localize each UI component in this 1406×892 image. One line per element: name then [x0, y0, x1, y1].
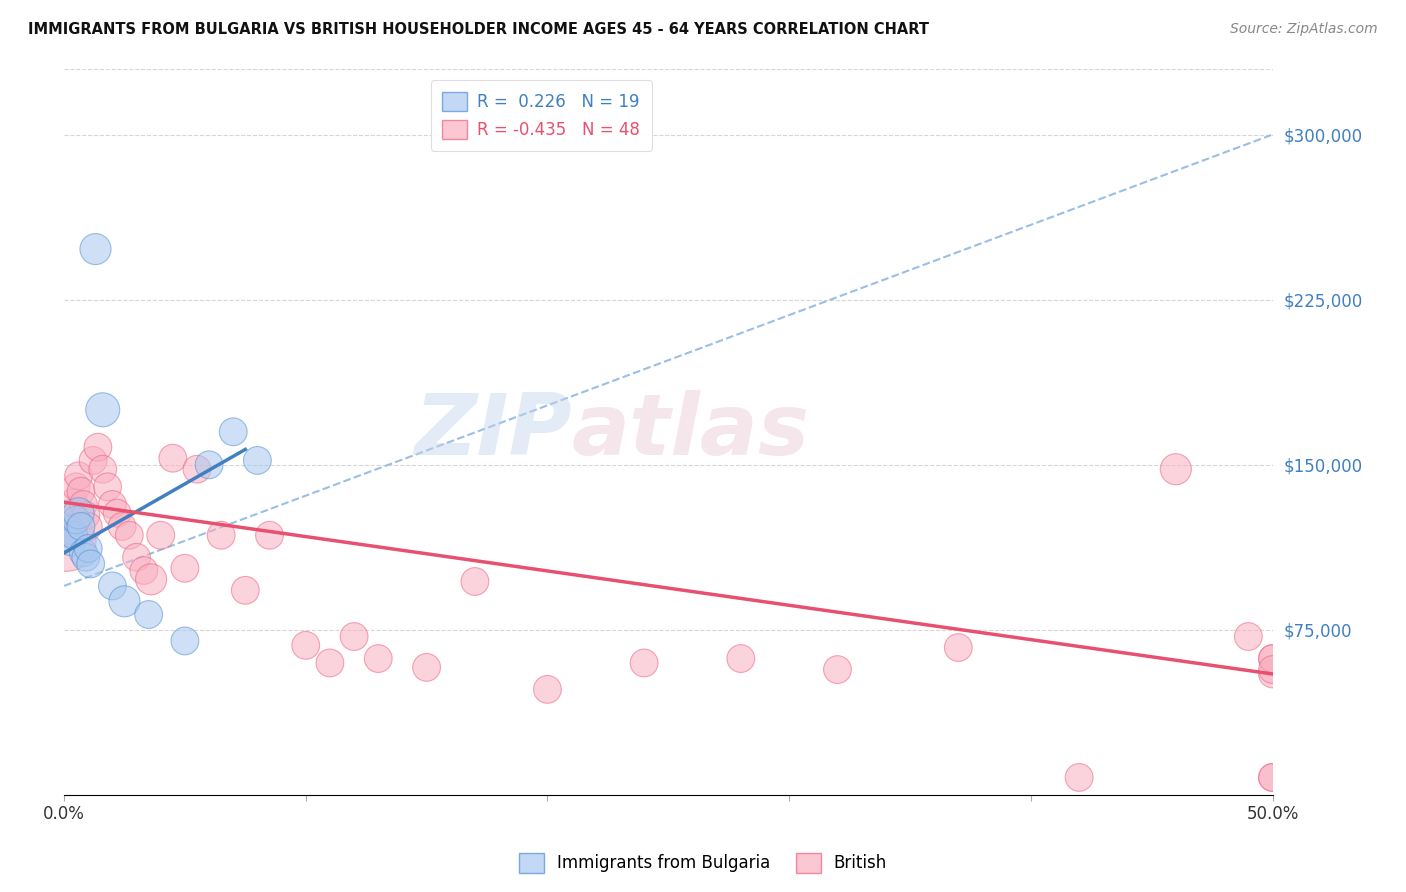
Point	[114, 594, 136, 608]
Point	[67, 468, 90, 483]
Text: Source: ZipAtlas.com: Source: ZipAtlas.com	[1230, 22, 1378, 37]
Point	[62, 495, 84, 509]
Point	[60, 534, 83, 549]
Point	[111, 519, 134, 533]
Point	[198, 458, 221, 472]
Point	[65, 480, 87, 494]
Point	[87, 440, 110, 454]
Point	[1261, 651, 1284, 665]
Point	[67, 506, 90, 520]
Point	[91, 402, 114, 417]
Point	[84, 242, 107, 256]
Point	[101, 579, 124, 593]
Point	[62, 528, 84, 542]
Point	[1261, 771, 1284, 785]
Point	[1237, 630, 1260, 644]
Point	[82, 453, 104, 467]
Point	[58, 524, 80, 538]
Point	[132, 564, 155, 578]
Point	[75, 508, 97, 523]
Point	[1164, 462, 1187, 476]
Point	[139, 572, 162, 586]
Point	[60, 506, 83, 520]
Point	[536, 682, 558, 697]
Legend: R =  0.226   N = 19, R = -0.435   N = 48: R = 0.226 N = 19, R = -0.435 N = 48	[430, 80, 652, 151]
Point	[77, 519, 100, 533]
Point	[209, 528, 232, 542]
Point	[1261, 771, 1284, 785]
Point	[118, 528, 141, 542]
Point	[138, 607, 160, 622]
Point	[730, 651, 752, 665]
Point	[58, 524, 80, 538]
Point	[948, 640, 970, 655]
Point	[246, 453, 269, 467]
Point	[174, 561, 197, 575]
Point	[77, 541, 100, 556]
Point	[343, 630, 366, 644]
Legend: Immigrants from Bulgaria, British: Immigrants from Bulgaria, British	[512, 847, 894, 880]
Point	[162, 451, 184, 466]
Point	[222, 425, 245, 439]
Point	[174, 634, 197, 648]
Point	[125, 550, 148, 565]
Point	[91, 462, 114, 476]
Point	[367, 651, 389, 665]
Point	[70, 519, 93, 533]
Point	[1261, 667, 1284, 681]
Point	[415, 660, 437, 674]
Point	[1261, 663, 1284, 677]
Text: ZIP: ZIP	[413, 391, 572, 474]
Text: IMMIGRANTS FROM BULGARIA VS BRITISH HOUSEHOLDER INCOME AGES 45 - 64 YEARS CORREL: IMMIGRANTS FROM BULGARIA VS BRITISH HOUS…	[28, 22, 929, 37]
Point	[827, 663, 849, 677]
Point	[97, 480, 120, 494]
Point	[186, 462, 208, 476]
Point	[1069, 771, 1091, 785]
Point	[75, 550, 97, 565]
Point	[319, 656, 342, 670]
Point	[233, 583, 256, 598]
Point	[149, 528, 172, 542]
Point	[1261, 651, 1284, 665]
Point	[259, 528, 281, 542]
Point	[55, 534, 77, 549]
Point	[72, 546, 94, 560]
Point	[294, 638, 316, 652]
Point	[105, 506, 128, 520]
Point	[464, 574, 486, 589]
Point	[633, 656, 655, 670]
Text: atlas: atlas	[572, 391, 810, 474]
Point	[79, 557, 101, 571]
Point	[70, 484, 93, 499]
Point	[65, 513, 87, 527]
Point	[72, 498, 94, 512]
Point	[101, 498, 124, 512]
